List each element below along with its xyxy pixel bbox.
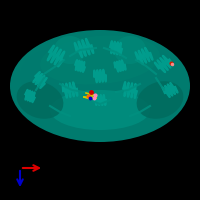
Ellipse shape (21, 49, 99, 111)
Ellipse shape (17, 81, 63, 119)
Ellipse shape (50, 90, 150, 130)
Ellipse shape (40, 36, 160, 84)
Ellipse shape (114, 36, 146, 64)
Ellipse shape (10, 30, 190, 142)
Ellipse shape (137, 81, 183, 119)
Ellipse shape (101, 49, 179, 111)
Ellipse shape (54, 36, 86, 64)
